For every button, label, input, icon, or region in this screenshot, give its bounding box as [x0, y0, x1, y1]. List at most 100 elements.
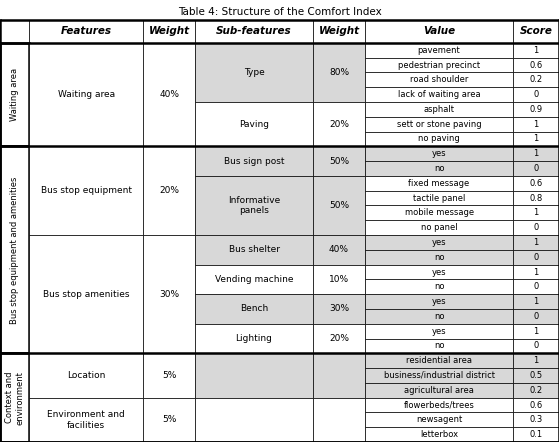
Bar — [195, 235, 313, 265]
Text: no: no — [434, 253, 444, 262]
Bar — [365, 57, 513, 72]
Text: lack of waiting area: lack of waiting area — [398, 90, 480, 99]
Bar — [195, 176, 313, 235]
Bar — [513, 368, 559, 383]
Text: Vending machine: Vending machine — [215, 275, 293, 284]
Text: 50%: 50% — [329, 156, 349, 166]
Text: Features: Features — [61, 27, 112, 36]
Bar — [513, 20, 559, 43]
Text: Bus stop amenities: Bus stop amenities — [43, 290, 130, 299]
Bar — [365, 220, 513, 235]
Text: 0.6: 0.6 — [529, 400, 543, 410]
Text: road shoulder: road shoulder — [410, 75, 468, 84]
Bar — [365, 72, 513, 87]
Bar — [195, 102, 313, 146]
Bar — [365, 161, 513, 176]
Text: 0.8: 0.8 — [529, 194, 543, 202]
Bar — [365, 250, 513, 265]
Text: letterbox: letterbox — [420, 430, 458, 439]
Text: 0.2: 0.2 — [529, 386, 543, 395]
Bar — [513, 102, 559, 117]
Bar — [513, 206, 559, 220]
Text: yes: yes — [432, 327, 447, 335]
Text: 0: 0 — [533, 341, 539, 351]
Text: 30%: 30% — [159, 290, 179, 299]
Text: 0.5: 0.5 — [529, 371, 543, 380]
Text: yes: yes — [432, 267, 447, 277]
Bar — [513, 383, 559, 398]
Text: 1: 1 — [533, 327, 539, 335]
Bar — [513, 250, 559, 265]
Text: 0.9: 0.9 — [529, 105, 543, 114]
Bar — [365, 368, 513, 383]
Bar — [365, 102, 513, 117]
Bar — [365, 294, 513, 309]
Bar — [29, 146, 143, 235]
Bar — [313, 176, 365, 235]
Text: pavement: pavement — [418, 46, 461, 55]
Text: 0: 0 — [533, 164, 539, 173]
Bar — [513, 57, 559, 72]
Text: Score: Score — [520, 27, 553, 36]
Text: 1: 1 — [533, 238, 539, 247]
Text: Informative
panels: Informative panels — [228, 196, 280, 215]
Bar — [513, 146, 559, 161]
Bar — [365, 191, 513, 206]
Text: no: no — [434, 312, 444, 321]
Text: Type: Type — [244, 68, 264, 77]
Text: 50%: 50% — [329, 201, 349, 210]
Bar — [365, 87, 513, 102]
Text: business/industrial district: business/industrial district — [383, 371, 495, 380]
Text: Waiting area: Waiting area — [10, 68, 19, 121]
Text: 1: 1 — [533, 356, 539, 365]
Bar — [365, 398, 513, 412]
Text: 0.1: 0.1 — [529, 430, 543, 439]
Text: 0: 0 — [533, 90, 539, 99]
Bar — [143, 43, 195, 146]
Bar — [195, 20, 313, 43]
Text: residential area: residential area — [406, 356, 472, 365]
Text: no: no — [434, 282, 444, 291]
Bar — [365, 339, 513, 353]
Text: Bus stop equipment and amenities: Bus stop equipment and amenities — [10, 176, 19, 324]
Bar — [313, 265, 365, 294]
Bar — [365, 324, 513, 339]
Text: 5%: 5% — [162, 371, 176, 380]
Bar — [365, 279, 513, 294]
Bar — [513, 309, 559, 324]
Text: Sub-features: Sub-features — [216, 27, 292, 36]
Bar — [513, 220, 559, 235]
Bar — [365, 43, 513, 57]
Text: Bench: Bench — [240, 305, 268, 313]
Bar — [513, 132, 559, 146]
Text: yes: yes — [432, 238, 447, 247]
Text: fixed message: fixed message — [409, 179, 470, 188]
Bar — [365, 427, 513, 442]
Text: Environment and
facilities: Environment and facilities — [48, 410, 125, 430]
Text: Bus sign post: Bus sign post — [224, 156, 285, 166]
Text: no paving: no paving — [418, 134, 460, 144]
Text: tactile panel: tactile panel — [413, 194, 465, 202]
Text: agricultural area: agricultural area — [404, 386, 474, 395]
Text: 0: 0 — [533, 282, 539, 291]
Bar — [365, 309, 513, 324]
Text: 0: 0 — [533, 312, 539, 321]
Bar — [143, 146, 195, 235]
Text: 1: 1 — [533, 297, 539, 306]
Bar — [313, 43, 365, 102]
Text: 40%: 40% — [159, 90, 179, 99]
Bar — [513, 176, 559, 191]
Text: Weight: Weight — [149, 27, 190, 36]
Bar — [513, 87, 559, 102]
Text: Value: Value — [423, 27, 455, 36]
Bar — [365, 20, 513, 43]
Bar — [195, 146, 313, 176]
Text: 1: 1 — [533, 46, 539, 55]
Bar — [29, 20, 143, 43]
Bar — [365, 353, 513, 368]
Bar — [513, 279, 559, 294]
Text: 1: 1 — [533, 134, 539, 144]
Bar — [143, 235, 195, 353]
Text: Lighting: Lighting — [236, 334, 272, 343]
Text: 80%: 80% — [329, 68, 349, 77]
